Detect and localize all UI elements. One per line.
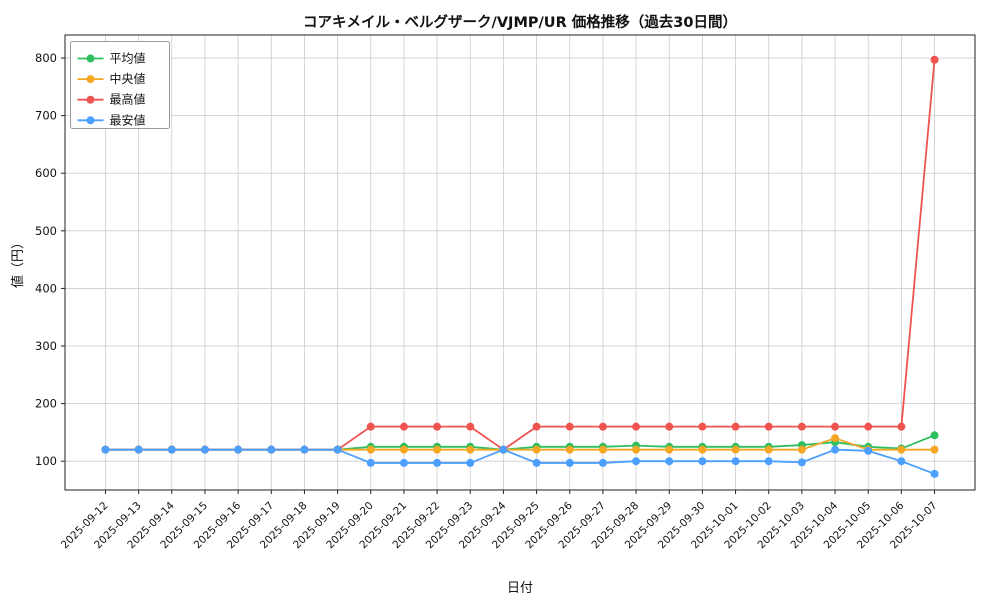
y-tick-label: 200 [35,397,57,411]
y-tick-label: 500 [35,224,57,238]
data-point-marker [831,422,840,431]
data-point-marker [864,422,873,431]
data-point-marker [267,445,276,454]
y-axis-label: 値（円） [10,236,26,289]
data-point-marker [632,445,641,454]
data-point-marker [366,422,375,431]
data-point-marker [764,445,773,454]
data-point-marker [764,422,773,431]
data-point-marker [797,458,806,467]
data-point-marker [665,457,674,466]
data-point-marker [731,422,740,431]
data-point-marker [399,422,408,431]
data-point-marker [333,445,342,454]
data-point-marker [897,457,906,466]
data-point-marker [930,469,939,478]
data-point-marker [399,458,408,467]
data-point-marker [598,422,607,431]
data-point-marker [797,422,806,431]
data-point-marker [930,431,939,440]
data-point-marker [101,445,110,454]
data-point-marker [167,445,176,454]
data-point-marker [565,458,574,467]
data-point-marker [897,445,906,454]
series-line [105,448,935,475]
y-tick-label: 700 [35,109,57,123]
data-point-marker [200,445,209,454]
data-point-marker [466,445,475,454]
data-point-marker [632,422,641,431]
data-point-marker [665,422,674,431]
y-tick-label: 400 [35,281,57,295]
data-point-marker [764,457,773,466]
data-point-marker [433,458,442,467]
data-point-marker [532,445,541,454]
data-point-marker [864,446,873,455]
legend-marker [86,116,95,125]
data-point-marker [831,434,840,443]
legend-item-label: 平均値 [110,51,146,66]
y-tick-label: 300 [35,339,57,353]
data-point-marker [134,445,143,454]
data-point-marker [598,458,607,467]
data-point-marker [930,445,939,454]
plot-border [64,34,976,491]
plot-area [65,35,975,490]
data-point-marker [632,457,641,466]
data-point-marker [698,445,707,454]
y-tick-label: 600 [35,166,57,180]
data-point-marker [565,445,574,454]
data-point-marker [499,445,508,454]
legend-item-label: 最安値 [110,112,146,127]
data-point-marker [466,422,475,431]
data-point-marker [731,457,740,466]
data-point-marker [532,422,541,431]
data-point-marker [399,445,408,454]
data-point-marker [234,445,243,454]
data-point-marker [731,445,740,454]
data-point-marker [300,445,309,454]
data-point-marker [831,445,840,454]
data-point-marker [797,445,806,454]
chart-title: コアキメイル・ベルグザーク/VJMP/UR 価格推移（過去30日間） [303,15,737,31]
y-tick-label: 800 [35,51,57,65]
data-point-marker [433,422,442,431]
data-point-marker [565,422,574,431]
legend-marker [86,95,95,104]
legend-box [70,41,170,129]
data-point-marker [665,445,674,454]
data-point-marker [366,445,375,454]
legend-item-label: 最高値 [110,92,146,107]
data-point-marker [532,458,541,467]
y-tick-label: 100 [35,454,57,468]
data-point-marker [598,445,607,454]
legend-marker [86,75,95,84]
data-point-marker [930,55,939,64]
data-point-marker [433,445,442,454]
legend-item-label: 中央値 [110,71,146,86]
x-axis-label: 日付 [506,581,533,596]
data-point-marker [698,422,707,431]
data-point-marker [466,458,475,467]
data-point-marker [366,458,375,467]
data-point-marker [897,422,906,431]
legend-marker [86,54,95,63]
data-point-marker [698,457,707,466]
